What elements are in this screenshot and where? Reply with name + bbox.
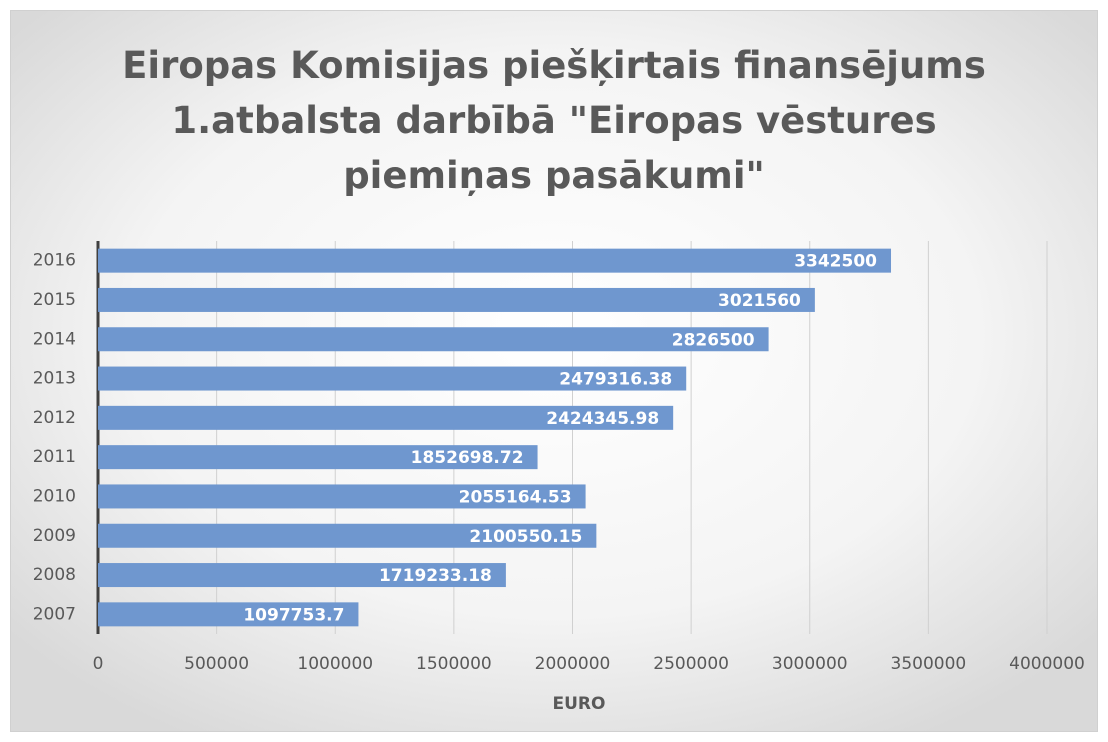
data-label: 2826500	[672, 330, 755, 350]
y-tick-label: 2009	[33, 526, 76, 546]
x-tick-label: 1000000	[297, 654, 373, 674]
y-tick-label: 2015	[33, 290, 76, 310]
data-label: 3021560	[718, 291, 801, 311]
y-tick-label: 2008	[33, 565, 76, 585]
y-tick-label: 2010	[33, 486, 76, 506]
x-axis-label: EURO	[553, 694, 606, 714]
chart-title: Eiropas Komisijas piešķirtais finansējum…	[122, 44, 986, 197]
x-tick-label: 1500000	[416, 654, 492, 674]
bar	[98, 327, 769, 352]
data-label: 2424345.98	[546, 409, 659, 429]
x-tick-label: 3500000	[891, 654, 967, 674]
y-tick-label: 2013	[33, 369, 76, 389]
bar	[98, 405, 674, 430]
data-label: 1719233.18	[379, 566, 492, 586]
y-tick-label: 2011	[33, 447, 76, 467]
data-label: 2100550.15	[469, 527, 582, 547]
data-label: 2055164.53	[459, 487, 572, 507]
x-tick-label: 500000	[184, 654, 249, 674]
bar	[98, 445, 538, 470]
bar	[98, 287, 815, 312]
data-label: 2479316.38	[559, 370, 672, 390]
x-tick-label: 3000000	[772, 654, 848, 674]
bar	[98, 602, 359, 627]
y-tick-label: 2012	[33, 408, 76, 428]
x-tick-label: 2500000	[653, 654, 729, 674]
y-tick-label: 2016	[33, 251, 76, 271]
bar	[98, 484, 586, 509]
data-label: 1852698.72	[411, 448, 524, 468]
bar	[98, 523, 597, 548]
x-tick-label: 2000000	[535, 654, 611, 674]
data-label: 1097753.7	[243, 605, 344, 625]
y-tick-label: 2014	[33, 329, 76, 349]
bar	[98, 248, 892, 273]
y-tick-label: 2007	[33, 604, 76, 624]
bar	[98, 366, 687, 391]
data-label: 3342500	[794, 252, 877, 272]
bar	[98, 563, 506, 588]
x-tick-label: 0	[93, 654, 104, 674]
x-tick-label: 4000000	[1009, 654, 1085, 674]
